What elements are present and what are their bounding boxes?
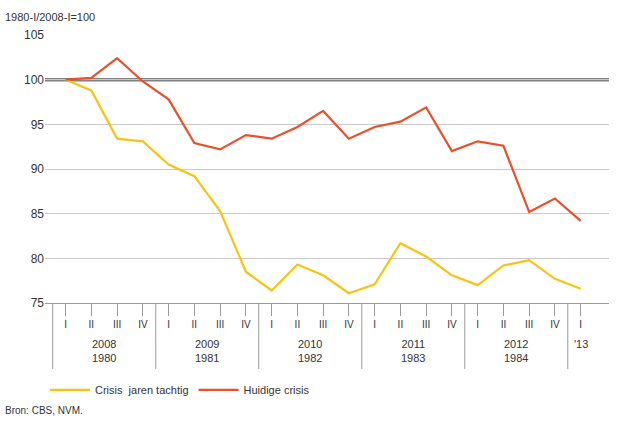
svg-text:I: I	[64, 319, 67, 330]
svg-text:I: I	[476, 319, 479, 330]
svg-text:IV: IV	[241, 319, 251, 330]
svg-text:I: I	[167, 319, 170, 330]
svg-text:II: II	[398, 319, 404, 330]
svg-text:95: 95	[31, 118, 45, 132]
svg-text:80: 80	[31, 252, 45, 266]
svg-text:100: 100	[24, 73, 44, 87]
svg-text:III: III	[113, 319, 121, 330]
svg-text:II: II	[192, 319, 198, 330]
svg-text:IV: IV	[344, 319, 354, 330]
svg-text:III: III	[422, 319, 430, 330]
svg-text:'13: '13	[574, 338, 588, 350]
svg-text:20111983: 20111983	[401, 338, 425, 364]
svg-text:IV: IV	[550, 319, 560, 330]
svg-text:105: 105	[24, 28, 44, 42]
svg-text:20091981: 20091981	[195, 338, 219, 364]
svg-text:90: 90	[31, 162, 45, 176]
svg-text:IV: IV	[447, 319, 457, 330]
svg-text:II: II	[295, 319, 301, 330]
svg-text:20101982: 20101982	[298, 338, 322, 364]
svg-text:III: III	[319, 319, 327, 330]
svg-text:II: II	[501, 319, 507, 330]
svg-text:20081980: 20081980	[92, 338, 116, 364]
svg-text:75: 75	[31, 296, 45, 310]
svg-text:I: I	[270, 319, 273, 330]
svg-text:Huidige crisis: Huidige crisis	[244, 384, 310, 396]
svg-text:III: III	[216, 319, 224, 330]
svg-text:Bron: CBS, NVM.: Bron: CBS, NVM.	[5, 405, 83, 416]
svg-text:I: I	[579, 319, 582, 330]
svg-text:85: 85	[31, 207, 45, 221]
svg-text:III: III	[525, 319, 533, 330]
svg-text:IV: IV	[138, 319, 148, 330]
svg-text:II: II	[89, 319, 95, 330]
svg-text:20121984: 20121984	[504, 338, 528, 364]
svg-text:I: I	[373, 319, 376, 330]
svg-text:Crisis jaren tachtig: Crisis jaren tachtig	[95, 384, 189, 396]
svg-text:1980-I/2008-I=100: 1980-I/2008-I=100	[5, 11, 95, 23]
